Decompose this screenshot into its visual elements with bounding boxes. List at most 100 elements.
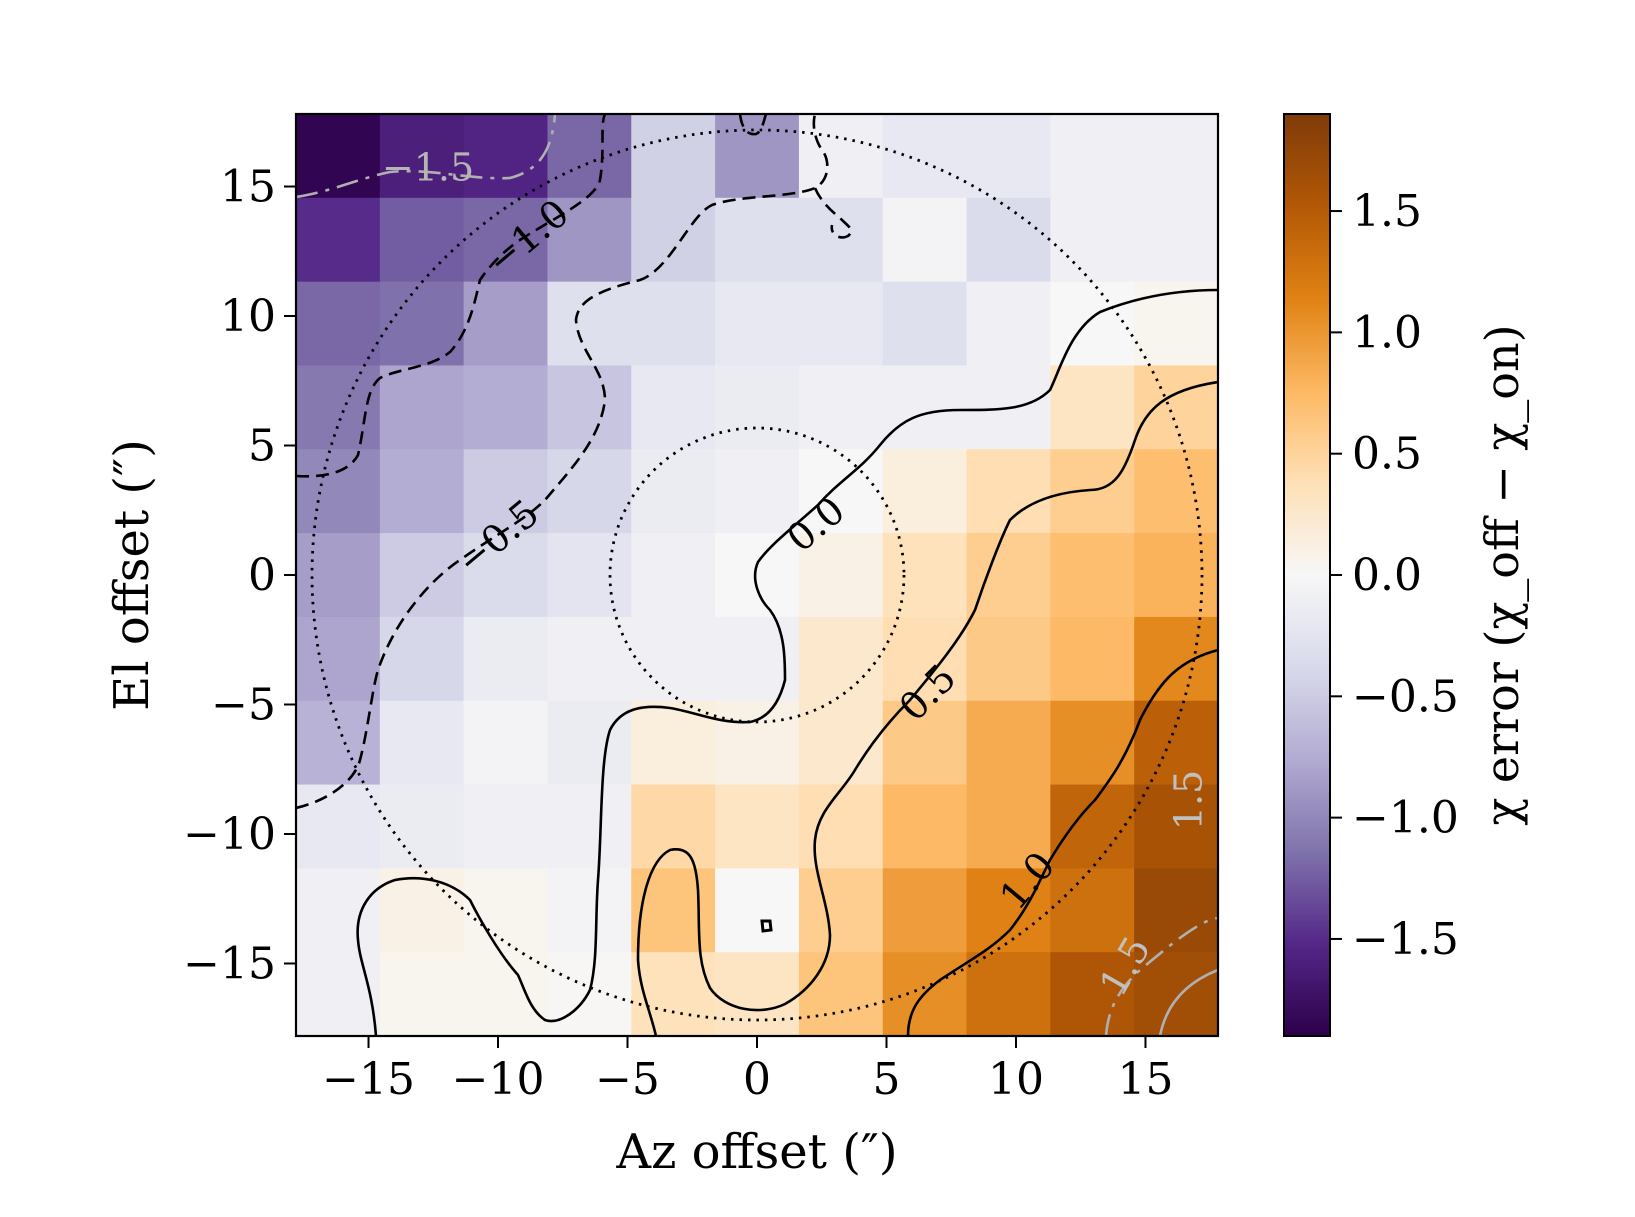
heatmap-cell — [1134, 281, 1218, 367]
heatmap-cell — [547, 197, 632, 283]
heatmap-cell — [547, 700, 632, 786]
x-axis-label: Az offset (″) — [615, 1124, 897, 1180]
heatmap-cell — [379, 114, 465, 199]
heatmap-cell — [379, 616, 465, 702]
heatmap-cell — [715, 616, 800, 702]
heatmap-cell — [463, 868, 549, 953]
heatmap-cell — [631, 197, 716, 283]
colorbar-tick-label: −0.5 — [1352, 671, 1459, 722]
heatmap-cell — [798, 365, 884, 450]
heatmap-cell — [547, 449, 632, 534]
heatmap-cell — [1134, 700, 1218, 786]
heatmap-cell — [463, 114, 549, 199]
heatmap-cell — [379, 533, 465, 618]
heatmap-cell — [631, 281, 716, 367]
heatmap-cell — [463, 784, 549, 869]
heatmap-cell — [966, 784, 1051, 869]
heatmap-cell — [966, 868, 1051, 953]
heatmap-cell — [882, 197, 968, 283]
heatmap-cell — [1134, 784, 1218, 869]
x-tick-label: 0 — [743, 1054, 771, 1105]
heatmap-cell — [463, 533, 549, 618]
heatmap-cell — [1134, 197, 1218, 283]
heatmap-cell — [296, 281, 381, 367]
heatmap-cell — [1050, 533, 1135, 618]
heatmap-cell — [1050, 281, 1135, 367]
heatmap-cell — [463, 365, 549, 450]
x-tick-label: −10 — [452, 1054, 545, 1105]
heatmap-cell — [1050, 365, 1135, 450]
colorbar — [1283, 113, 1331, 1037]
colorbar-tick-label: 1.5 — [1352, 186, 1422, 237]
y-tick-label: −10 — [183, 809, 276, 860]
heatmap-cell — [882, 365, 968, 450]
heatmap-cell — [798, 616, 884, 702]
heatmap-cell — [1050, 868, 1135, 953]
contour-zero-small — [760, 919, 773, 933]
heatmap-cell — [547, 784, 632, 869]
y-tick-label: 5 — [248, 421, 276, 472]
heatmap-cell — [631, 533, 716, 618]
y-tick-label: 15 — [220, 162, 276, 213]
heatmap-cell — [1134, 616, 1218, 702]
heatmap-cell — [296, 616, 381, 702]
colorbar-ticks: 1.5 1.0 0.5 0.0 −0.5 −1.0 −1.5 — [1330, 186, 1459, 965]
heatmap-cell — [1050, 784, 1135, 869]
heatmap-cell — [547, 281, 632, 367]
heatmap-cell — [379, 281, 465, 367]
heatmap-cell — [715, 114, 800, 199]
heatmap-cell — [296, 784, 381, 869]
heatmap-cell — [882, 281, 968, 367]
heatmap-cell — [631, 784, 716, 869]
heatmap-cell — [296, 533, 381, 618]
heatmap-cell — [463, 197, 549, 283]
heatmap-cell — [379, 365, 465, 450]
heatmap-cell — [882, 868, 968, 953]
heatmap-cell — [882, 449, 968, 534]
heatmap-cell — [882, 616, 968, 702]
heatmap-cell — [631, 365, 716, 450]
heatmap-cell — [715, 533, 800, 618]
heatmap-cell — [1050, 700, 1135, 786]
contour-1.5-b — [1158, 968, 1218, 1036]
heatmap-cell — [547, 616, 632, 702]
colorbar-label-text: χ error (χ_off − χ_on) — [1475, 324, 1529, 825]
heatmap-cell — [296, 365, 381, 450]
heatmap-cell — [798, 868, 884, 953]
heatmap-cell — [715, 197, 800, 283]
y-tick-label: 0 — [248, 550, 276, 601]
heatmap-cell — [1050, 616, 1135, 702]
heatmap-cell — [463, 449, 549, 534]
heatmap-cell — [715, 281, 800, 367]
colorbar-tick-label: 0.0 — [1352, 550, 1422, 601]
heatmap-cell — [798, 114, 884, 199]
y-axis-label: El offset (″) — [104, 439, 160, 711]
heatmap-cell — [882, 533, 968, 618]
x-tick-label: 15 — [1117, 1054, 1173, 1105]
heatmap-cell — [379, 784, 465, 869]
heatmap-cell — [966, 700, 1051, 786]
contour-label-minus-1.5: −1.5 — [382, 146, 474, 190]
contour-zero-b — [636, 380, 1218, 1036]
heatmap-cell — [379, 952, 465, 1036]
contour-minus-1.0-top — [738, 114, 768, 136]
x-tick-label: −5 — [595, 1054, 660, 1105]
heatmap-cell — [798, 281, 884, 367]
heatmap-cell — [547, 533, 632, 618]
heatmap-cell — [882, 114, 968, 199]
heatmap-cell — [547, 952, 632, 1036]
colorbar-tick-label: −1.5 — [1352, 914, 1459, 965]
heatmap-cell — [379, 868, 465, 953]
contour-overlay — [296, 114, 1218, 1036]
heatmap-cell — [715, 449, 800, 534]
colorbar-tick-label: −1.0 — [1352, 793, 1459, 844]
heatmap-cell — [296, 700, 381, 786]
heatmap-cell — [379, 449, 465, 534]
x-tick-label: −15 — [322, 1054, 415, 1105]
heatmap-cell — [1134, 868, 1218, 953]
contour-1.0 — [906, 648, 1218, 1036]
colorbar-tick-label: 1.0 — [1352, 307, 1422, 358]
heatmap-cell — [379, 197, 465, 283]
colorbar-tick-label: 0.5 — [1352, 429, 1422, 480]
